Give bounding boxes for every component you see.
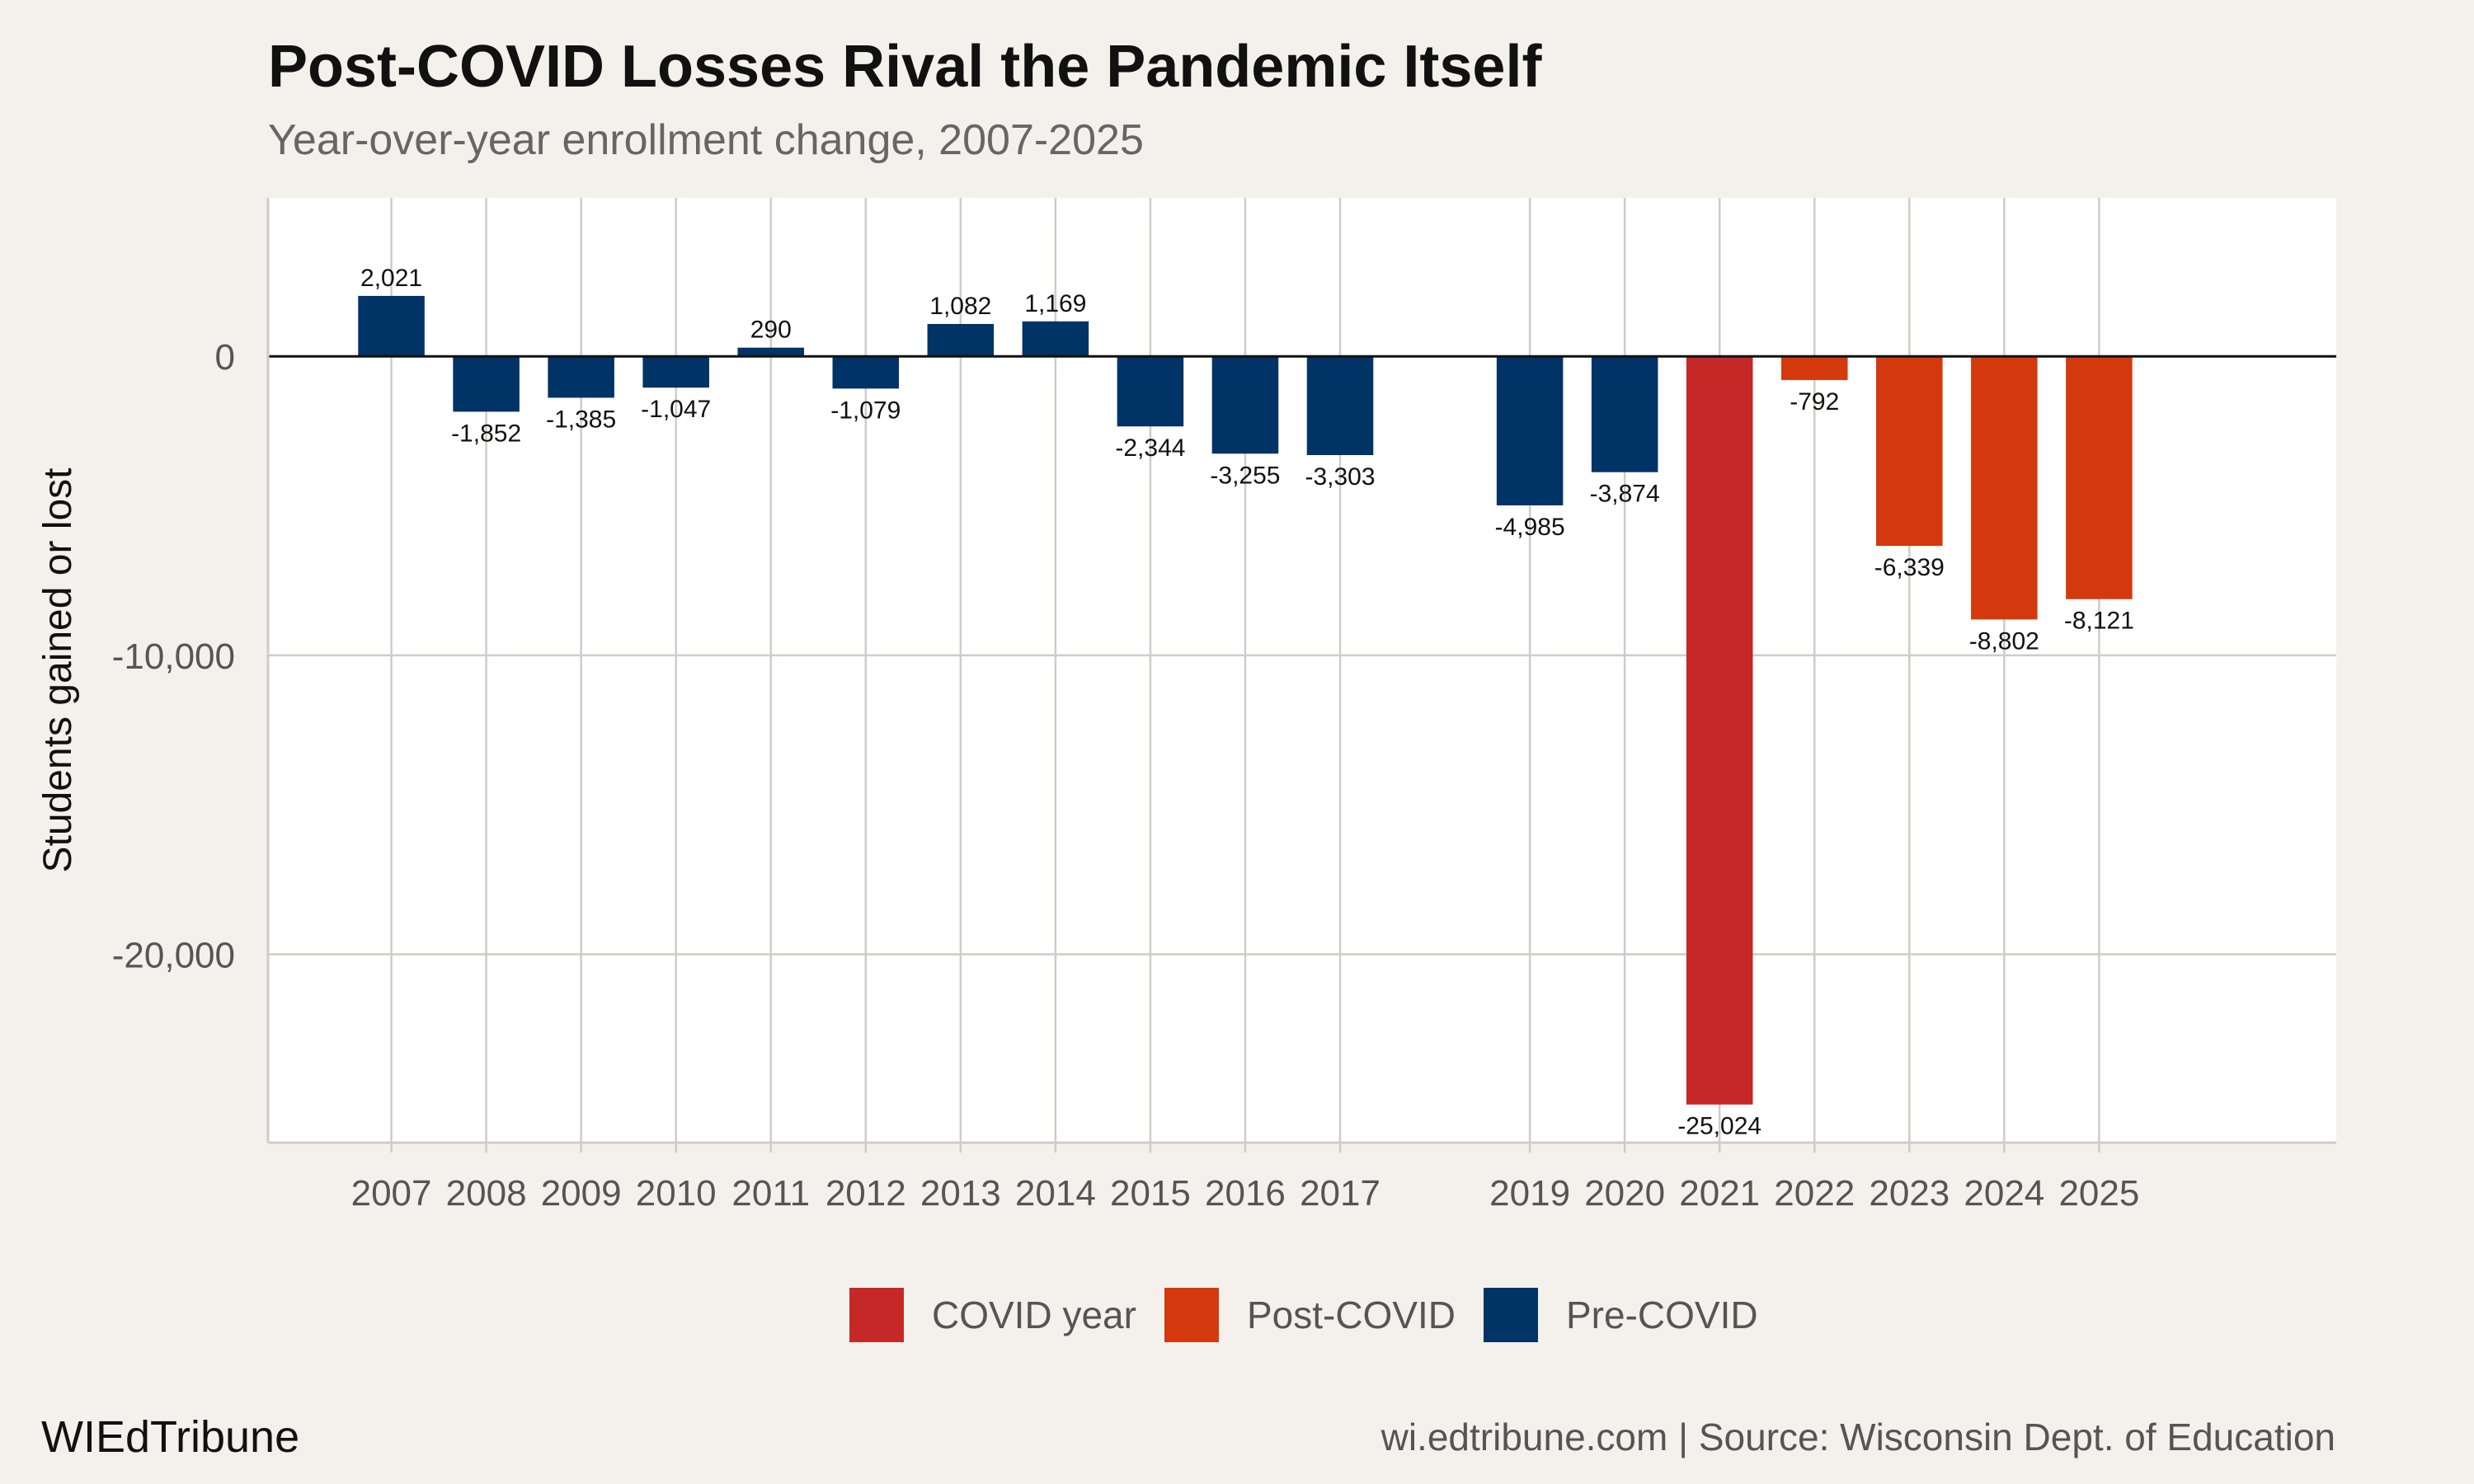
bars	[358, 295, 2133, 1105]
bar-label-2017: -3,303	[1305, 463, 1375, 491]
bar-label-2016: -3,255	[1210, 462, 1280, 489]
chart-title: Post-COVID Losses Rival the Pandemic Its…	[268, 34, 1542, 100]
x-tick-label: 2007	[351, 1173, 432, 1214]
bar-2022	[1780, 356, 1848, 380]
y-tick-label: -20,000	[112, 936, 235, 976]
x-tick-label: 2012	[825, 1173, 906, 1214]
bar-2024	[1971, 356, 2038, 620]
bar-label-2009: -1,385	[546, 406, 616, 433]
bar-2010	[642, 356, 709, 388]
x-tick-label: 2022	[1774, 1173, 1855, 1214]
legend-label: Pre-COVID	[1566, 1294, 1758, 1336]
bar-2009	[548, 356, 614, 398]
bar-label-2021: -25,024	[1677, 1113, 1761, 1140]
x-tick-label: 2015	[1110, 1173, 1191, 1214]
bar-2025	[2066, 356, 2133, 599]
legend-item: Pre-COVID	[1484, 1288, 1758, 1342]
x-tick-label: 2010	[636, 1173, 717, 1214]
x-tick-label: 2016	[1205, 1173, 1286, 1214]
x-tick-label: 2019	[1489, 1173, 1570, 1214]
x-tick-label: 2017	[1300, 1173, 1380, 1214]
bar-labels: 2,021 -1,852 -1,385 -1,047 290 -1,079 1,082 1,1…	[360, 265, 2134, 1140]
bar-label-2010: -1,047	[641, 396, 711, 423]
bar-2012	[832, 356, 900, 389]
bar-2021	[1686, 356, 1753, 1105]
bar-label-2015: -2,344	[1115, 434, 1185, 462]
bar-2016	[1211, 356, 1279, 454]
bar-label-2014: 1,169	[1024, 290, 1086, 317]
x-tick-label: 2021	[1679, 1173, 1760, 1214]
bar-label-2024: -8,802	[1969, 627, 2039, 655]
legend-label: COVID year	[932, 1294, 1136, 1336]
bar-chart: 2,021 -1,852 -1,385 -1,047 290 -1,079 1,082 1,1…	[36, 198, 2336, 1214]
bar-label-2012: -1,079	[830, 397, 901, 424]
x-tick-label: 2011	[731, 1173, 810, 1214]
brand-name: WIEdTribune	[41, 1412, 300, 1462]
bar-2019	[1496, 356, 1564, 505]
bar-2023	[1876, 356, 1943, 547]
legend-item: COVID year	[849, 1288, 1136, 1342]
bar-2013	[927, 323, 995, 357]
x-tick-label: 2024	[1964, 1173, 2044, 1214]
bar-2007	[358, 295, 425, 357]
bar-label-2022: -792	[1790, 388, 1839, 416]
bar-label-2020: -3,874	[1590, 481, 1660, 508]
bar-2014	[1022, 321, 1089, 357]
legend-label: Post-COVID	[1246, 1294, 1456, 1336]
x-tick-label: 2020	[1584, 1173, 1665, 1214]
y-axis-title: Students gained or lost	[36, 468, 80, 873]
legend-swatch	[849, 1288, 904, 1342]
bar-label-2019: -4,985	[1495, 514, 1565, 541]
y-tick-label: 0	[215, 337, 235, 378]
chart-subtitle: Year-over-year enrollment change, 2007-2…	[268, 116, 1144, 164]
bar-label-2013: 1,082	[929, 293, 991, 320]
x-tick-label: 2009	[541, 1173, 622, 1214]
y-tick-label: -10,000	[112, 636, 235, 677]
axes: 0 -10,000 -20,000 2007 2008 2009 2010 2011 2012 2…	[112, 198, 2336, 1214]
bar-label-2008: -1,852	[451, 420, 521, 447]
bar-2011	[737, 347, 805, 357]
bar-2015	[1117, 356, 1184, 427]
bar-label-2007: 2,021	[360, 265, 422, 292]
bar-2017	[1306, 356, 1374, 455]
legend-swatch	[1484, 1288, 1538, 1342]
legend-swatch	[1164, 1288, 1219, 1342]
bar-2008	[453, 356, 520, 412]
bar-label-2011: 290	[750, 317, 792, 344]
x-tick-label: 2013	[920, 1173, 1001, 1214]
bar-label-2025: -8,121	[2064, 608, 2134, 635]
legend-item: Post-COVID	[1164, 1288, 1456, 1342]
x-tick-label: 2023	[1869, 1173, 1950, 1214]
bar-2020	[1591, 356, 1658, 472]
bar-label-2023: -6,339	[1874, 554, 1945, 581]
legend: COVID year Post-COVID Pre-COVID	[849, 1288, 1786, 1342]
source-credit: wi.edtribune.com | Source: Wisconsin Dep…	[1380, 1416, 2335, 1458]
x-tick-label: 2025	[2058, 1173, 2139, 1214]
x-tick-label: 2008	[446, 1173, 527, 1214]
plot-panel	[268, 198, 2336, 1143]
x-tick-label: 2014	[1015, 1173, 1096, 1214]
